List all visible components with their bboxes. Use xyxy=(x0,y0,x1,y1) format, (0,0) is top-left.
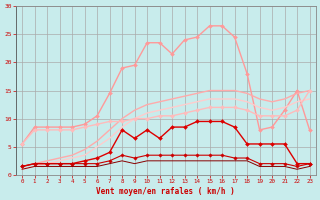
X-axis label: Vent moyen/en rafales ( km/h ): Vent moyen/en rafales ( km/h ) xyxy=(96,187,235,196)
